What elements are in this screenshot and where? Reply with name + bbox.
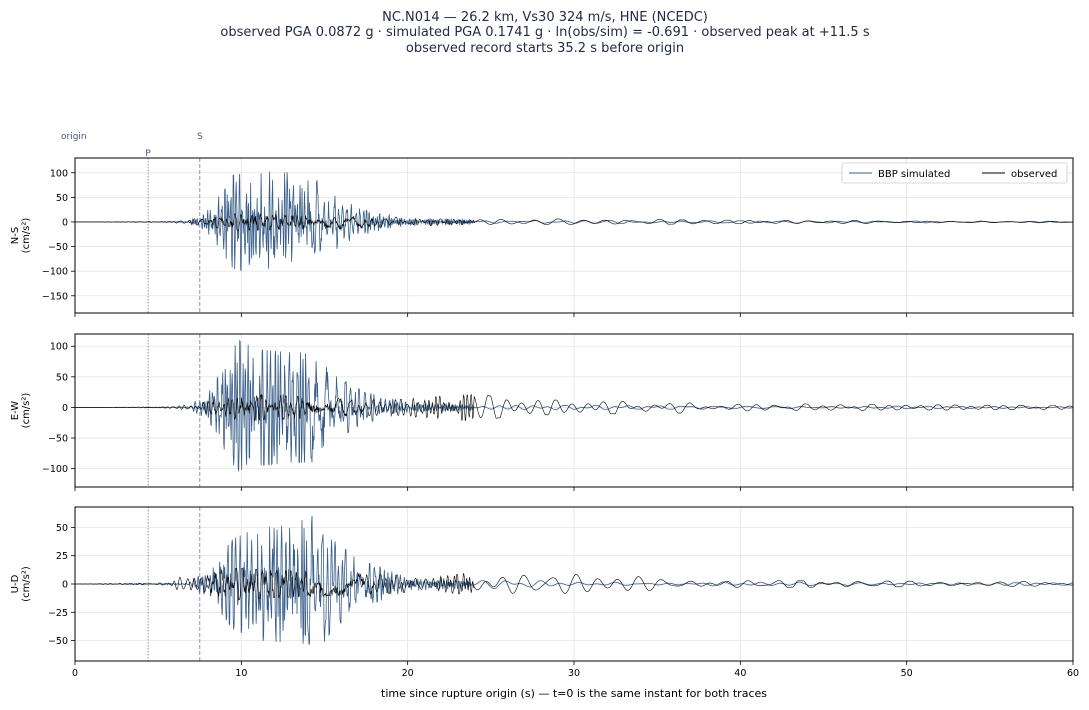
series-line-simulated <box>75 339 1073 472</box>
x-tick-label: 0 <box>72 668 78 679</box>
y-axis-label: E-W <box>10 401 21 421</box>
origin-label: origin <box>61 132 87 142</box>
y-tick-label: −50 <box>48 434 68 445</box>
traces <box>75 171 1073 271</box>
x-tick-label: 20 <box>402 668 414 679</box>
panel-u-d: 50 25 0 −25 −50 0 10 20 30 40 50 60 U-D (cm/s²) <box>10 506 1079 679</box>
legend-observed-label: observed <box>1011 169 1057 180</box>
panel-n-s: 100 50 0 −50 −100 −150 N-S (cm/s²) <box>10 157 1074 317</box>
x-tick-label: 50 <box>901 668 913 679</box>
series-line-observed <box>75 213 1073 231</box>
series-line-simulated <box>75 171 1073 271</box>
y-axis-label: (cm/s²) <box>21 393 32 429</box>
x-tick-label: 10 <box>235 668 247 679</box>
y-tick-label: 50 <box>56 523 68 534</box>
legend: BBP simulated observed <box>841 162 1068 184</box>
y-tick-label: 25 <box>56 551 68 562</box>
y-tick-label: 100 <box>50 168 68 179</box>
x-axis-label: time since rupture origin (s) — t=0 is t… <box>381 687 767 700</box>
y-tick-label: 100 <box>50 342 68 353</box>
y-tick-label: −100 <box>42 464 68 475</box>
phase-marker-labels: origin P S <box>61 132 203 159</box>
y-tick-label: 50 <box>56 372 68 383</box>
title-line-2: observed PGA 0.0872 g · simulated PGA 0.… <box>220 25 869 40</box>
series-line-simulated <box>75 515 1073 645</box>
y-tick-label: 0 <box>62 580 68 591</box>
y-tick-label: −50 <box>48 242 68 253</box>
y-tick-label: −150 <box>42 291 68 302</box>
x-tick-label: 60 <box>1067 668 1079 679</box>
y-tick-label: 0 <box>62 217 68 228</box>
p-marker-label: P <box>145 149 151 159</box>
y-tick-label: −50 <box>48 636 68 647</box>
y-tick-label: −25 <box>48 608 68 619</box>
x-tick-label: 40 <box>734 668 746 679</box>
traces <box>75 515 1073 645</box>
panel-e-w: 100 50 0 −50 −100 E-W (cm/s²) <box>10 333 1074 491</box>
x-tick-label: 30 <box>568 668 580 679</box>
y-axis-label: N-S <box>10 227 21 244</box>
y-tick-label: −100 <box>42 267 68 278</box>
y-tick-label: 50 <box>56 193 68 204</box>
figure-title: NC.N014 — 26.2 km, Vs30 324 m/s, HNE (NC… <box>220 10 869 56</box>
title-line-3: observed record starts 35.2 s before ori… <box>406 41 684 56</box>
legend-box <box>841 162 1068 184</box>
s-marker-label: S <box>197 132 203 142</box>
title-line-1: NC.N014 — 26.2 km, Vs30 324 m/s, HNE (NC… <box>382 10 708 25</box>
y-axis-label: U-D <box>10 574 21 593</box>
y-axis-label: (cm/s²) <box>21 566 32 602</box>
series-line-observed <box>75 567 1073 600</box>
y-tick-label: 0 <box>62 403 68 414</box>
series-line-observed <box>75 393 1073 421</box>
y-axis-label: (cm/s²) <box>21 218 32 254</box>
traces <box>75 339 1073 472</box>
legend-simulated-label: BBP simulated <box>878 169 950 180</box>
